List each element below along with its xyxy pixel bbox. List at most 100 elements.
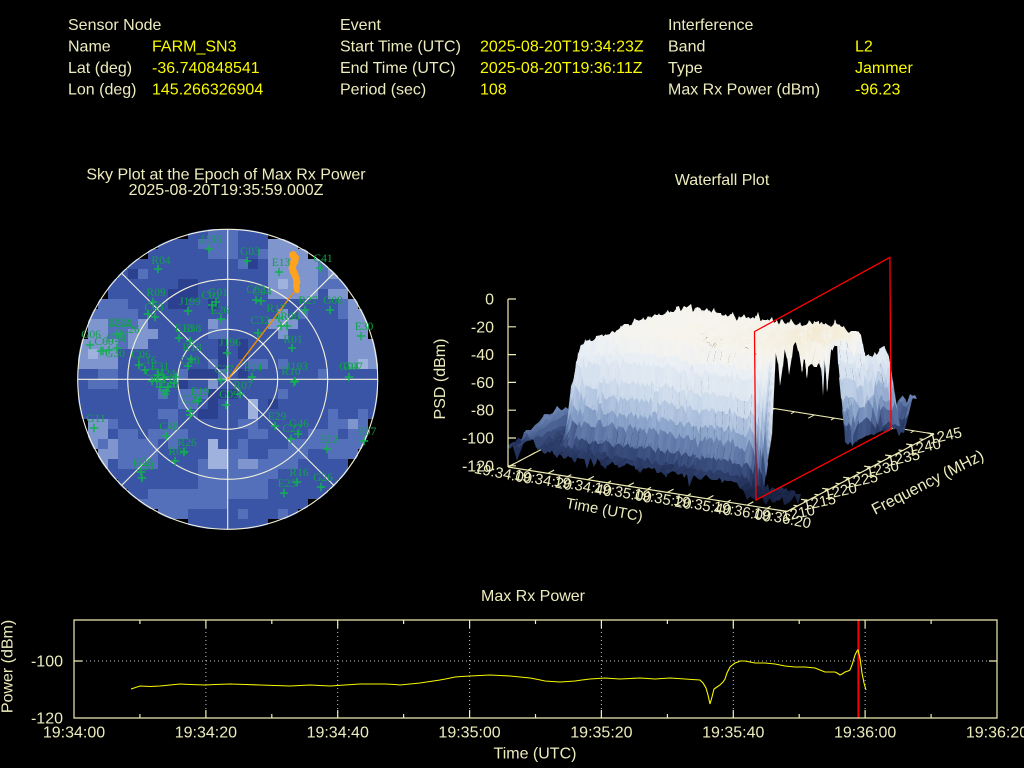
svg-text:G26: G26 [313,472,333,484]
svg-text:FARM_SN3: FARM_SN3 [152,39,237,56]
svg-text:C26: C26 [120,324,139,336]
svg-text:Event: Event [340,17,381,34]
svg-text:C04: C04 [252,286,271,298]
svg-text:C60: C60 [94,336,113,348]
svg-text:-60: -60 [471,375,494,392]
svg-text:1215: 1215 [801,491,837,515]
svg-text:C06: C06 [131,349,150,361]
svg-text:C22: C22 [282,423,301,435]
svg-text:-120: -120 [462,458,494,475]
svg-text:Start Time (UTC): Start Time (UTC) [340,39,461,56]
svg-text:E30: E30 [355,321,374,333]
svg-text:E25: E25 [278,478,297,490]
svg-text:C32: C32 [250,315,269,327]
svg-text:R10: R10 [281,366,300,378]
svg-text:Waterfall Plot: Waterfall Plot [675,172,770,189]
svg-text:End Time (UTC): End Time (UTC) [340,60,456,77]
svg-text:-80: -80 [471,403,494,420]
svg-text:L2: L2 [855,39,873,56]
svg-text:C01: C01 [201,290,220,302]
svg-text:C48: C48 [159,421,178,433]
svg-text:145.266326904: 145.266326904 [152,82,263,99]
svg-text:Interference: Interference [668,17,753,34]
svg-text:R06: R06 [280,311,299,323]
svg-text:C34: C34 [145,367,164,379]
svg-text:Sky Plot at the Epoch of Max R: Sky Plot at the Epoch of Max Rx Power [86,167,366,184]
svg-text:E02: E02 [320,434,339,446]
svg-text:Type: Type [668,60,703,77]
svg-text:1225: 1225 [843,469,879,493]
svg-text:-100: -100 [462,431,494,448]
svg-text:G46: G46 [289,418,309,430]
svg-text:1210: 1210 [780,502,816,526]
svg-text:R04: R04 [151,255,170,267]
svg-text:2025-08-20T19:35:59.000Z: 2025-08-20T19:35:59.000Z [129,182,324,199]
svg-text:19:36:20: 19:36:20 [966,725,1024,742]
svg-text:Time (UTC): Time (UTC) [494,746,577,763]
svg-text:-120: -120 [31,711,63,728]
svg-text:G07: G07 [343,361,363,373]
svg-text:R07: R07 [233,380,252,392]
svg-text:J199: J199 [179,296,201,308]
svg-text:G29: G29 [133,457,153,469]
svg-text:G11: G11 [86,413,106,425]
svg-text:Lat (deg): Lat (deg) [68,60,132,77]
svg-text:C62: C62 [246,284,265,296]
svg-text:Band: Band [668,39,705,56]
svg-text:C68: C68 [180,355,199,367]
svg-text:G03: G03 [240,246,260,258]
svg-text:R05: R05 [168,446,187,458]
svg-text:1220: 1220 [822,480,858,504]
svg-text:R27: R27 [298,295,317,307]
svg-text:R26: R26 [177,437,196,449]
svg-text:R09: R09 [146,287,165,299]
svg-text:-100: -100 [31,654,63,671]
svg-text:19:35:00: 19:35:00 [438,725,500,742]
svg-text:G24: G24 [106,333,126,345]
svg-text:J195: J195 [200,234,222,246]
svg-text:E19: E19 [191,386,210,398]
svg-text:J196: J196 [219,337,241,349]
svg-text:E31: E31 [151,361,170,373]
svg-text:J204: J204 [110,318,132,330]
svg-text:E07: E07 [358,426,377,438]
svg-text:2025-08-20T19:34:23Z: 2025-08-20T19:34:23Z [480,39,644,56]
svg-text:C03: C03 [144,302,163,314]
svg-text:-20: -20 [471,319,494,336]
svg-text:J193: J193 [286,361,308,373]
svg-text:R17: R17 [266,303,285,315]
svg-text:Lon (deg): Lon (deg) [68,82,137,99]
svg-text:J202: J202 [108,317,130,329]
svg-text:-96.23: -96.23 [855,82,900,99]
svg-text:G08: G08 [323,295,343,307]
svg-text:Period (sec): Period (sec) [340,82,426,99]
svg-text:1240: 1240 [906,435,942,459]
svg-text:0: 0 [485,292,494,309]
svg-text:1235: 1235 [885,446,921,470]
svg-text:R16: R16 [289,467,308,479]
svg-text:19:35:40: 19:35:40 [702,725,764,742]
svg-text:R18: R18 [182,342,201,354]
svg-text:G30: G30 [105,348,125,360]
svg-text:G20: G20 [134,461,154,473]
svg-text:19:34:20: 19:34:20 [175,725,237,742]
svg-text:C41: C41 [313,253,332,265]
svg-text:E38: E38 [183,323,202,335]
svg-text:-40: -40 [471,347,494,364]
svg-text:19:34:40: 19:34:40 [307,725,369,742]
svg-text:E29: E29 [268,411,287,423]
svg-text:E18: E18 [175,323,194,335]
svg-text:G09: G09 [219,389,239,401]
svg-text:108: 108 [480,82,507,99]
svg-text:Max Rx Power (dBm): Max Rx Power (dBm) [668,82,820,99]
svg-text:1245: 1245 [927,424,963,448]
svg-text:E26: E26 [211,305,230,317]
svg-text:Max Rx Power: Max Rx Power [481,588,586,605]
svg-text:E14: E14 [244,362,263,374]
svg-text:1230: 1230 [864,458,900,482]
svg-text:E13: E13 [272,257,291,269]
svg-text:G01: G01 [208,287,228,299]
svg-text:C29: C29 [182,394,201,406]
svg-text:2025-08-20T19:36:11Z: 2025-08-20T19:36:11Z [480,60,643,77]
svg-text:C16: C16 [137,355,156,367]
